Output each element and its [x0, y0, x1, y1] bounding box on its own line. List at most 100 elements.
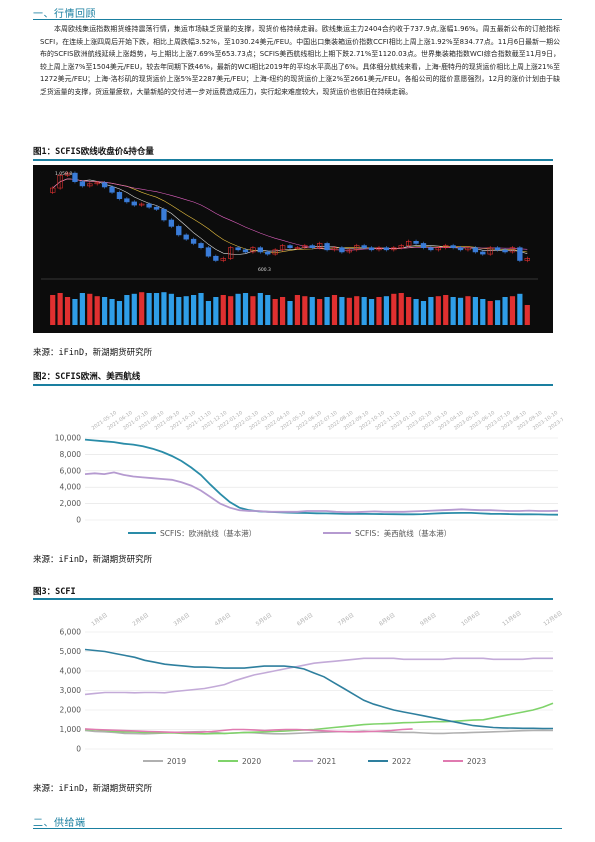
volume-bar	[391, 293, 397, 325]
section-divider-2	[33, 828, 562, 829]
series-line	[84, 657, 553, 696]
candle	[213, 255, 219, 261]
legend-label: 2020	[242, 757, 261, 766]
candle	[50, 187, 56, 193]
volume-bar	[198, 293, 204, 325]
volume-bar	[450, 297, 456, 325]
series-line	[84, 702, 554, 735]
candle	[79, 181, 86, 187]
x-tick-label: 2月6日	[131, 612, 150, 628]
volume-bar	[317, 299, 323, 325]
legend-label: 2019	[167, 757, 186, 766]
candle	[480, 251, 486, 255]
market-review-paragraph: 本周欧线集运指数期货维持震荡行情，集运市场缺乏货量的支撑，现货价格持续走弱。欧线…	[40, 25, 560, 96]
volume-bar	[339, 297, 345, 325]
legend-label: 2022	[392, 757, 411, 766]
volume-bar	[472, 297, 478, 325]
candle	[309, 245, 315, 248]
x-tick-label: 3月6日	[172, 612, 191, 628]
y-tick-label: 10,000	[55, 434, 81, 443]
y-tick-label: 4,000	[60, 483, 82, 492]
volume-bar	[168, 293, 174, 325]
volume-bar	[235, 293, 241, 325]
section-divider	[33, 19, 562, 20]
candle	[435, 247, 441, 251]
volume-bar	[406, 297, 412, 325]
candle	[205, 247, 212, 257]
candle	[450, 245, 456, 248]
volume-bar	[220, 295, 226, 325]
candle	[220, 258, 226, 261]
candle	[124, 198, 130, 203]
section-title-review: 一、行情回顾	[33, 9, 96, 20]
volume-bar	[250, 296, 256, 325]
legend-label: 2023	[467, 757, 486, 766]
candle	[228, 247, 234, 259]
candle	[368, 247, 375, 251]
figure-1-title: 图1：SCFIS欧线收盘价&持仓量	[33, 147, 154, 157]
volume-bar	[457, 297, 464, 325]
candle	[139, 203, 145, 206]
candle	[331, 247, 338, 251]
legend-label: 2021	[317, 757, 336, 766]
price-low-label: 600.3	[258, 267, 271, 273]
y-tick-label: 4,000	[60, 667, 82, 676]
volume-bar	[435, 296, 441, 325]
candle	[272, 249, 278, 255]
candle	[405, 241, 412, 246]
section-title-supply: 二、供给端	[33, 818, 86, 829]
candle	[279, 245, 286, 251]
volume-bar	[294, 295, 301, 325]
volume-bar	[124, 295, 130, 325]
volume-bar	[376, 297, 382, 325]
candle	[376, 247, 382, 251]
candle	[72, 172, 78, 182]
volume-bar	[64, 297, 71, 325]
volume-bar	[309, 297, 315, 325]
candle	[146, 203, 152, 208]
candle	[198, 243, 204, 248]
candle	[339, 247, 345, 253]
volume-bar	[509, 296, 516, 325]
volume-bar	[272, 299, 278, 325]
volume-bar	[116, 301, 123, 325]
candle	[294, 247, 301, 249]
figure-1-divider	[33, 159, 553, 161]
volume-bar	[131, 293, 137, 325]
volume-bar	[228, 296, 234, 325]
figure-2-divider	[33, 384, 553, 386]
figure-1-source: 来源：iFinD，新湖期货研究所	[33, 348, 153, 358]
candle	[183, 234, 189, 240]
candle	[109, 186, 115, 193]
volume-bar	[383, 296, 389, 325]
volume-bar	[428, 297, 434, 325]
volume-bar	[354, 296, 360, 325]
volume-bar	[191, 295, 197, 325]
legend-label: SCFIS：美西航线（基本港）	[355, 528, 451, 538]
candle	[250, 247, 256, 253]
y-tick-label: 2,000	[60, 499, 82, 508]
candle	[190, 238, 197, 244]
candle	[242, 249, 249, 253]
volume-bar	[257, 293, 263, 325]
x-tick-label: 11月6日	[501, 610, 523, 628]
volume-bar	[331, 295, 338, 325]
volume-bar	[176, 297, 182, 325]
candle	[168, 219, 175, 227]
volume-bar	[94, 296, 100, 325]
candle	[361, 245, 367, 248]
x-tick-label: 4月6日	[213, 612, 232, 628]
candle	[101, 182, 108, 188]
volume-bar	[302, 296, 308, 325]
x-tick-label: 12月6日	[542, 610, 563, 628]
candle	[509, 247, 516, 253]
volume-bar	[324, 297, 330, 325]
series-line	[84, 648, 553, 730]
candle	[398, 245, 404, 248]
scfi-line-chart: 0 1,000 2,000 3,000 4,000 5,000 6,000 1月6日 2月6日…	[60, 610, 563, 766]
volume-bar	[57, 293, 63, 325]
candle	[302, 245, 308, 248]
y-tick-label: 6,000	[60, 628, 82, 637]
y-tick-label: 5,000	[60, 647, 82, 656]
